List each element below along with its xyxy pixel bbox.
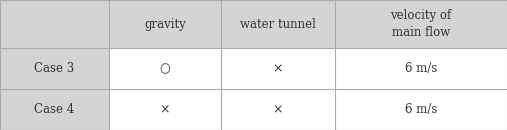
Bar xyxy=(221,89,335,130)
Bar xyxy=(0,48,109,89)
Text: 6 m/s: 6 m/s xyxy=(405,103,437,116)
Text: ×: × xyxy=(272,62,283,75)
Bar xyxy=(221,48,335,89)
Bar xyxy=(109,0,221,48)
Text: water tunnel: water tunnel xyxy=(240,18,315,31)
Text: gravity: gravity xyxy=(144,18,186,31)
Text: ×: × xyxy=(272,103,283,116)
Bar xyxy=(0,89,109,130)
Bar xyxy=(0,0,109,48)
Text: Case 4: Case 4 xyxy=(34,103,75,116)
Bar xyxy=(335,89,507,130)
Text: Case 3: Case 3 xyxy=(34,62,75,75)
Bar xyxy=(109,89,221,130)
Bar xyxy=(335,48,507,89)
Text: velocity of
main flow: velocity of main flow xyxy=(390,9,451,39)
Text: ×: × xyxy=(160,103,170,116)
Text: 6 m/s: 6 m/s xyxy=(405,62,437,75)
Bar xyxy=(109,48,221,89)
Bar xyxy=(335,0,507,48)
Text: ○: ○ xyxy=(159,62,170,75)
Bar xyxy=(221,0,335,48)
